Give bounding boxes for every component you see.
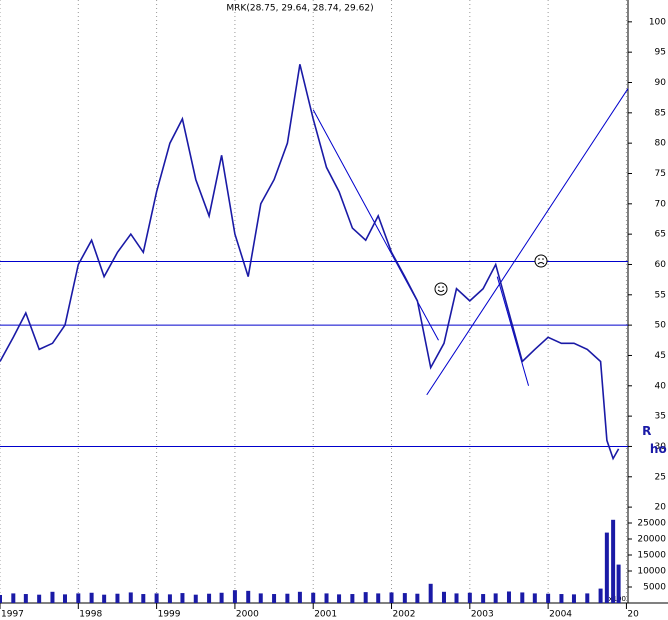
y2-tick-label: 15000 (637, 551, 666, 561)
x-tick-label: 2000 (236, 610, 259, 620)
x-tick-label: 2001 (314, 610, 337, 620)
x-tick-label: 1998 (79, 610, 102, 620)
y-tick-label: 50 (655, 321, 667, 331)
x-tick-label: 1999 (158, 610, 181, 620)
smiley-eye (438, 286, 440, 288)
volume-bar (546, 593, 551, 603)
volume-bar (428, 583, 433, 603)
volume-bar (481, 594, 486, 603)
volume-bar (571, 594, 576, 603)
volume-bar (559, 594, 564, 603)
volume-bar (50, 591, 55, 603)
volume-bar (219, 592, 224, 603)
volume-bar (454, 593, 459, 603)
smiley-eye (442, 286, 444, 288)
y2-tick-label: 20000 (637, 535, 666, 545)
volume-bar (167, 594, 172, 603)
volume-bar (62, 594, 67, 603)
y-tick-label: 35 (655, 412, 666, 422)
y-tick-label: 20 (655, 503, 667, 513)
x-tick-label: 2002 (393, 610, 416, 620)
volume-bar (258, 593, 263, 603)
volume-bar (246, 590, 251, 603)
volume-bar (23, 594, 28, 603)
volume-bar (272, 594, 277, 603)
price-line (0, 64, 620, 461)
volume-bar (402, 593, 407, 603)
volume-bar (532, 593, 537, 603)
chart-title: MRK(28.75, 29.64, 28.74, 29.62) (226, 4, 373, 14)
volume-bar (128, 592, 133, 603)
volume-bar (611, 519, 616, 603)
annotation: ho (650, 442, 667, 456)
volume-bar (141, 594, 146, 603)
volume-bar (520, 592, 525, 603)
volume-bar (154, 593, 159, 603)
volume-bar (598, 588, 603, 603)
x-tick-label: 20 (627, 610, 639, 620)
volume-bar (604, 532, 609, 603)
y-tick-label: 25 (655, 472, 666, 482)
volume-bar (37, 594, 42, 603)
volume-bar (363, 592, 368, 603)
volume-bar (493, 593, 498, 603)
y-tick-label: 100 (649, 17, 666, 27)
volume-bar (297, 591, 302, 603)
smiley-mouth (437, 289, 445, 292)
volume-bar (441, 591, 446, 603)
volume-bar (285, 593, 290, 603)
volume-bar (389, 592, 394, 603)
y-tick-label: 75 (655, 169, 666, 179)
y-tick-label: 30 (655, 442, 667, 452)
volume-bar (506, 591, 511, 603)
y-tick-label: 95 (655, 48, 666, 58)
x-tick-label: 2004 (549, 610, 572, 620)
volume-bar (467, 592, 472, 603)
y-tick-label: 80 (655, 139, 667, 149)
x-tick-label: 2003 (471, 610, 494, 620)
volume-bar (311, 592, 316, 603)
y2-tick-label: 25000 (637, 519, 666, 529)
y-tick-label: 60 (655, 260, 667, 270)
trend-line (426, 88, 629, 396)
volume-bar (76, 593, 81, 603)
volume-bar (585, 593, 590, 603)
volume-bar (207, 593, 212, 603)
smiley-eye (542, 258, 544, 260)
y-tick-label: 85 (655, 108, 666, 118)
volume-bar (89, 592, 94, 603)
volume-bar (232, 590, 237, 603)
volume-bar (0, 595, 2, 603)
y-tick-label: 40 (655, 381, 667, 391)
smiley (534, 254, 548, 268)
volume-bar (193, 594, 198, 603)
volume-bar (11, 593, 16, 603)
y2-tick-label: 10000 (637, 567, 666, 577)
volume-bar (180, 593, 185, 603)
annotation: R (642, 424, 651, 438)
trend-line (496, 276, 530, 386)
y-tick-label: 70 (655, 199, 667, 209)
y-tick-label: 55 (655, 290, 666, 300)
volume-bar (324, 593, 329, 603)
volume-bar (337, 594, 342, 603)
volume-bar (415, 593, 420, 603)
smiley (434, 282, 448, 296)
volume-bar (102, 594, 107, 603)
y-tick-label: 45 (655, 351, 666, 361)
smiley-eye (538, 258, 540, 260)
x-tick-label: 1997 (1, 610, 24, 620)
volume-bar (115, 593, 120, 603)
volume-bar (350, 594, 355, 603)
volume-bar (616, 564, 621, 603)
y-tick-label: 65 (655, 230, 666, 240)
smiley-mouth (537, 262, 545, 265)
y2-tick-label: 5000 (643, 583, 666, 593)
volume-bar (376, 593, 381, 603)
y-tick-label: 90 (655, 78, 667, 88)
